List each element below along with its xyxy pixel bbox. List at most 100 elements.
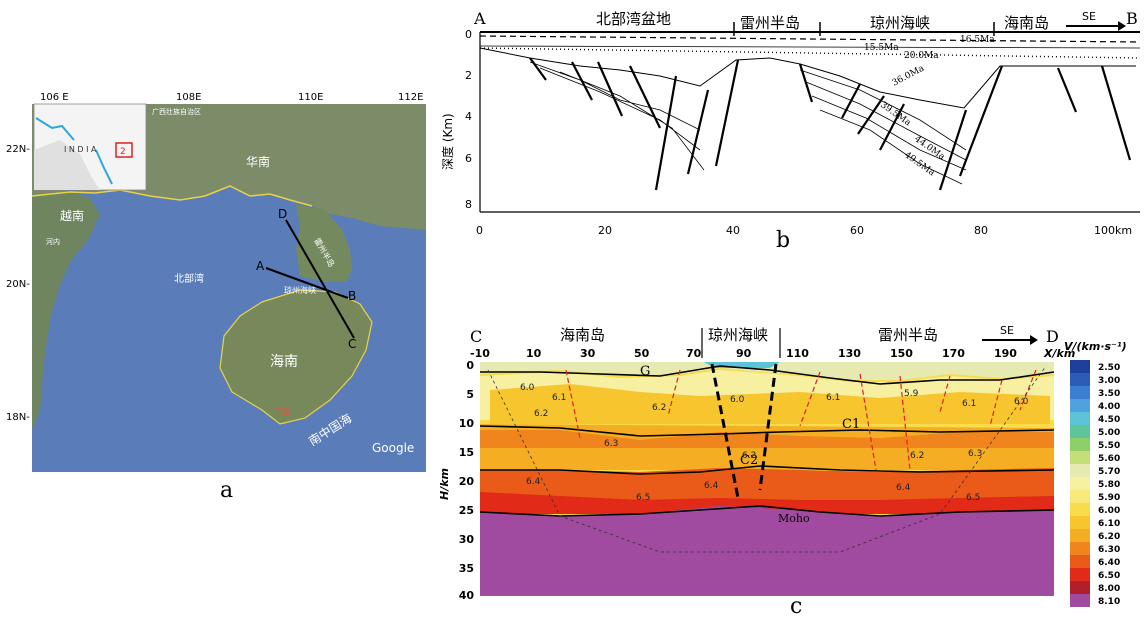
- x-tick: 190: [994, 347, 1017, 360]
- legend-value: 5.50: [1098, 441, 1120, 451]
- layer-6.5: [480, 492, 1054, 514]
- horizon-dashed: [479, 35, 1141, 43]
- interface-g: [480, 365, 1055, 385]
- fault: [798, 63, 814, 103]
- fault: [841, 83, 861, 119]
- x-tick: 50: [634, 347, 650, 360]
- velocity-labels: 6.0 6.1 6.2 6.2 6.0 6.1 5.9 6.1 6.0 6.3 …: [520, 383, 1029, 503]
- direction-arrowhead: [1118, 21, 1126, 31]
- y-tick: 40: [459, 589, 475, 602]
- y-axis-title: H/km: [438, 468, 451, 500]
- horizon-label: 36.0Ma: [891, 63, 927, 88]
- horizon-36Ma: [799, 69, 967, 151]
- coastline: [31, 185, 313, 207]
- basin-horizons: [529, 61, 705, 171]
- horizon-solid: [479, 45, 1141, 49]
- velocity-label: 6.3: [604, 439, 618, 449]
- legend-title: V/(km·s⁻¹): [1064, 340, 1127, 353]
- legend-swatch: [1070, 503, 1090, 516]
- horizon-label: 20.0Ma: [904, 51, 939, 61]
- legend-value: 5.00: [1098, 428, 1120, 438]
- legend-value: 6.10: [1098, 519, 1120, 529]
- legend-swatch: [1070, 360, 1090, 373]
- region-label: 雷州半岛: [740, 14, 800, 32]
- inset-locator-box: [115, 142, 133, 158]
- velocity-label: 6.2: [652, 403, 666, 413]
- legend-swatch: [1070, 477, 1090, 490]
- fault: [879, 103, 905, 151]
- legend-value: 6.00: [1098, 506, 1120, 516]
- x-tick: 60: [850, 224, 864, 237]
- horizon-49Ma: [819, 109, 963, 185]
- legend-swatch: [1070, 555, 1090, 568]
- label-hainan: 海南: [270, 354, 298, 370]
- fault: [857, 95, 885, 135]
- faults: [529, 57, 1132, 191]
- legend-value: 5.90: [1098, 493, 1120, 503]
- panel-a-label: a: [220, 478, 234, 503]
- x-tick: 170: [942, 347, 965, 360]
- legend-swatch: [1070, 581, 1090, 594]
- end-b: B: [1126, 9, 1138, 28]
- legend-value: 3.50: [1098, 389, 1120, 399]
- label-south-china: 华南: [246, 154, 270, 169]
- x-tick: 90: [736, 347, 752, 360]
- legend-swatch: [1070, 425, 1090, 438]
- label-moho: Moho: [778, 512, 810, 525]
- map-panel: I N D I A 2 106 E 108E 110E 112E 22N- 20…: [6, 92, 426, 472]
- land-vietnam: [32, 192, 100, 430]
- label-gulf: 北部湾: [174, 272, 204, 285]
- velocity-label: 6.0: [1014, 397, 1029, 407]
- legend-swatch: [1070, 412, 1090, 425]
- horizon-dotted: [479, 47, 1141, 59]
- legend-value: 6.40: [1098, 558, 1120, 568]
- velocity-label: 6.4: [526, 477, 541, 487]
- google-credit: Google: [372, 441, 414, 455]
- y-tick: 35: [459, 562, 474, 575]
- y-tick: 5: [466, 388, 474, 401]
- velocity-label: 6.1: [826, 393, 840, 403]
- x-tick: 130: [838, 347, 861, 360]
- legend-swatch: [1070, 373, 1090, 386]
- legend-swatch: [1070, 490, 1090, 503]
- velocity-label: 6.3: [968, 449, 982, 459]
- red-fault: [1019, 369, 1037, 411]
- velocity-label: 6.2: [742, 451, 756, 461]
- label-qiongzhou: 琼州海峡: [284, 285, 316, 295]
- y-tick: 0: [465, 28, 472, 41]
- region-label: 雷州半岛: [878, 326, 938, 344]
- red-fault: [565, 369, 581, 439]
- direction-label: SE: [1082, 10, 1096, 23]
- region-label: 海南岛: [1004, 14, 1049, 32]
- x-ticks: -10 10 30 50 70 90 110 130 150 170 190: [470, 347, 1017, 360]
- horizon-label: 16.5Ma: [960, 35, 995, 45]
- velocity-label: 6.1: [552, 393, 566, 403]
- velocity-label: 6.2: [534, 409, 548, 419]
- y-tick: 20: [459, 475, 475, 488]
- label-sanya: 三亚: [274, 407, 290, 416]
- velocity-label: 6.1: [962, 399, 976, 409]
- point-c: C: [348, 337, 356, 351]
- lon-tick-110: 110E: [298, 92, 323, 103]
- y-tick: 10: [459, 417, 475, 430]
- profile-line-dc: [285, 219, 355, 339]
- velocity-label: 6.4: [896, 483, 911, 493]
- y-tick: 15: [459, 446, 474, 459]
- lat-tick-18: 18N-: [6, 412, 30, 423]
- legend-value: 6.20: [1098, 532, 1120, 542]
- legend-swatch: [1070, 542, 1090, 555]
- y-tick: 30: [459, 533, 475, 546]
- direction-label: SE: [1000, 324, 1014, 337]
- red-fault: [799, 371, 821, 427]
- land-hainan: [220, 290, 372, 424]
- velocity-legend: 2.50 3.00 3.50 4.00 4.50 5.00 5.50 5.60 5.70 5.80…: [1070, 360, 1120, 607]
- velocity-label: 6.5: [636, 493, 650, 503]
- x-tick: 30: [580, 347, 596, 360]
- fault: [529, 57, 547, 81]
- x-unit: X/km: [1043, 347, 1075, 360]
- end-d: D: [1046, 327, 1059, 346]
- lat-tick-20: 20N-: [6, 279, 30, 290]
- panel-c-label: c: [790, 594, 803, 619]
- layer-6.4: [480, 468, 1054, 500]
- legend-swatch: [1070, 451, 1090, 464]
